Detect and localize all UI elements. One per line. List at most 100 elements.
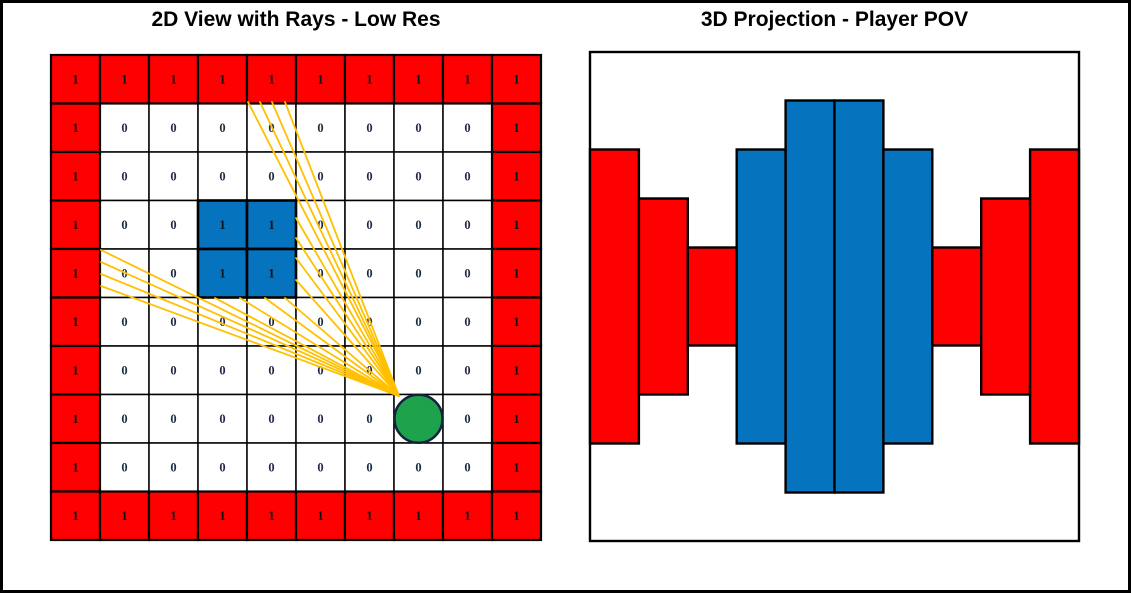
grid-cell bbox=[392, 53, 445, 105]
cell-value: 0 bbox=[268, 315, 274, 329]
cell-value: 0 bbox=[121, 218, 127, 232]
ray-line bbox=[214, 297, 400, 397]
cell-value: 1 bbox=[513, 121, 519, 135]
cell-value: 0 bbox=[415, 363, 421, 377]
cell-value: 0 bbox=[121, 315, 127, 329]
cell-value: 1 bbox=[72, 460, 78, 474]
grid-cell bbox=[294, 53, 347, 105]
cell-value: 1 bbox=[121, 72, 127, 86]
cell-value: 0 bbox=[317, 121, 323, 135]
grid-cell bbox=[197, 151, 248, 202]
grid-cell bbox=[245, 490, 298, 542]
grid-cell bbox=[197, 102, 248, 153]
grid-cell bbox=[441, 53, 494, 105]
cell-value: 1 bbox=[72, 169, 78, 183]
grid-cell bbox=[245, 247, 298, 299]
projection-bar bbox=[882, 148, 934, 445]
ray-line bbox=[259, 101, 400, 397]
grid-cell bbox=[490, 102, 543, 154]
grid-cell bbox=[245, 199, 298, 251]
cell-value: 1 bbox=[366, 72, 372, 86]
cell-value: 0 bbox=[268, 363, 274, 377]
cell-value: 0 bbox=[464, 412, 470, 426]
grid-cell bbox=[343, 53, 396, 105]
grid-cell bbox=[148, 199, 199, 250]
grid-cell bbox=[392, 490, 445, 542]
cell-value: 1 bbox=[72, 315, 78, 329]
cell-value: 1 bbox=[72, 412, 78, 426]
ray-line bbox=[284, 297, 400, 397]
grid-cell bbox=[148, 442, 199, 493]
cell-value: 1 bbox=[219, 218, 225, 232]
cell-value: 0 bbox=[317, 315, 323, 329]
scene-svg: 1 1 1 1 1 1 1 1 1 1 1 0 0 0 0 0 0 0 0 1 1 0 0 0 0 0 0 0 0 1 1 0 0 1 1 0 0 0 0 1… bbox=[49, 50, 1081, 543]
grid-cell bbox=[49, 247, 102, 299]
cell-value: 0 bbox=[219, 460, 225, 474]
cell-value: 1 bbox=[268, 72, 274, 86]
cell-value: 1 bbox=[464, 509, 470, 523]
grid-cell bbox=[148, 248, 199, 299]
cell-value: 0 bbox=[121, 412, 127, 426]
cell-value: 1 bbox=[268, 266, 274, 280]
projection-bar bbox=[735, 148, 787, 445]
ray-line bbox=[295, 279, 400, 397]
ray-line bbox=[100, 285, 400, 397]
cell-value: 1 bbox=[317, 72, 323, 86]
grid-cell bbox=[393, 345, 444, 396]
ray-line bbox=[271, 101, 400, 397]
grid-cell bbox=[99, 442, 150, 493]
cell-value: 0 bbox=[464, 315, 470, 329]
cell-value: 0 bbox=[317, 412, 323, 426]
ray-line bbox=[100, 261, 400, 397]
grid-cell bbox=[98, 53, 151, 105]
cell-value: 0 bbox=[170, 412, 176, 426]
cell-value: 1 bbox=[219, 72, 225, 86]
grid-cell bbox=[490, 247, 543, 299]
cell-value: 0 bbox=[366, 412, 372, 426]
grid-cell bbox=[49, 393, 102, 445]
cell-value: 0 bbox=[219, 412, 225, 426]
left-panel-title: 2D View with Rays - Low Res bbox=[151, 8, 441, 31]
cell-value: 0 bbox=[121, 121, 127, 135]
cell-value: 1 bbox=[513, 315, 519, 329]
grid-cell bbox=[197, 345, 248, 396]
cell-value: 0 bbox=[464, 169, 470, 183]
projection-bar bbox=[637, 197, 690, 396]
cell-value: 1 bbox=[72, 218, 78, 232]
cell-value: 0 bbox=[464, 218, 470, 232]
cell-value: 1 bbox=[268, 509, 274, 523]
ray-line bbox=[295, 237, 400, 397]
cell-value: 1 bbox=[317, 509, 323, 523]
cell-value: 1 bbox=[513, 72, 519, 86]
cell-value: 0 bbox=[317, 363, 323, 377]
cell-value: 0 bbox=[268, 169, 274, 183]
grid-cell bbox=[490, 393, 543, 445]
ray-line bbox=[100, 249, 400, 397]
grid-cell bbox=[343, 490, 396, 542]
projection-bar bbox=[931, 246, 983, 347]
cell-value: 0 bbox=[170, 266, 176, 280]
projection-bar bbox=[686, 246, 738, 347]
cell-value: 0 bbox=[415, 315, 421, 329]
cell-value: 0 bbox=[170, 218, 176, 232]
ray-line bbox=[247, 101, 400, 397]
cell-value: 1 bbox=[513, 266, 519, 280]
ray-line bbox=[295, 217, 400, 397]
cell-value: 1 bbox=[72, 266, 78, 280]
cell-value: 0 bbox=[415, 218, 421, 232]
cell-value: 1 bbox=[415, 72, 421, 86]
cell-value: 0 bbox=[464, 266, 470, 280]
cell-value: 1 bbox=[72, 509, 78, 523]
cell-value: 1 bbox=[464, 72, 470, 86]
grid-cell bbox=[196, 490, 249, 542]
cell-value: 1 bbox=[513, 363, 519, 377]
projection-bar bbox=[784, 99, 836, 494]
cell-value: 0 bbox=[170, 169, 176, 183]
cell-value: 1 bbox=[268, 218, 274, 232]
cell-value: 0 bbox=[415, 169, 421, 183]
cell-value: 0 bbox=[219, 169, 225, 183]
ray-line bbox=[100, 273, 400, 397]
grid-cell bbox=[49, 53, 102, 105]
grid-cell bbox=[442, 199, 493, 250]
cell-value: 1 bbox=[513, 169, 519, 183]
